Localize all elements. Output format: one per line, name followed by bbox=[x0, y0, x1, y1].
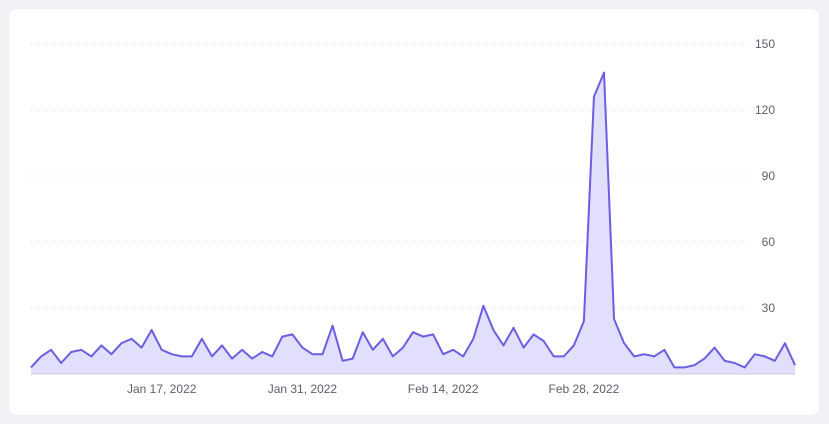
x-tick-label: Feb 28, 2022 bbox=[549, 382, 620, 396]
x-tick-label: Jan 17, 2022 bbox=[127, 382, 197, 396]
gridlines bbox=[31, 43, 748, 309]
y-tick-label: 90 bbox=[762, 169, 776, 183]
y-tick-label: 150 bbox=[755, 37, 775, 51]
x-axis-labels: Jan 17, 2022 Jan 31, 2022 Feb 14, 2022 Feb … bbox=[127, 382, 620, 396]
y-axis-labels: 30 60 90 120 150 bbox=[755, 37, 775, 315]
series-line bbox=[30, 71, 796, 369]
x-tick-label: Jan 31, 2022 bbox=[268, 382, 338, 396]
y-tick-label: 30 bbox=[762, 301, 776, 315]
y-tick-label: 60 bbox=[762, 235, 776, 249]
x-tick-label: Feb 14, 2022 bbox=[408, 382, 479, 396]
area-fill bbox=[31, 72, 795, 374]
y-tick-label: 120 bbox=[755, 103, 775, 117]
